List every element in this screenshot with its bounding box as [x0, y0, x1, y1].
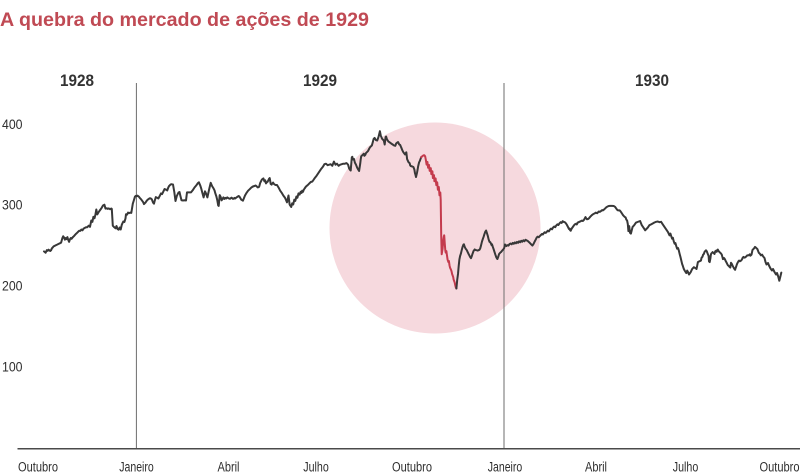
svg-text:400: 400	[2, 117, 23, 132]
svg-text:Outubro: Outubro	[392, 460, 432, 475]
svg-text:100: 100	[2, 359, 23, 374]
svg-text:300: 300	[2, 197, 23, 212]
svg-text:1928: 1928	[60, 71, 94, 90]
svg-text:Outubro: Outubro	[760, 460, 800, 475]
svg-text:Janeiro: Janeiro	[488, 460, 523, 475]
svg-text:Abril: Abril	[585, 460, 607, 475]
svg-text:Janeiro: Janeiro	[119, 460, 154, 475]
svg-text:A quebra do mercado de ações d: A quebra do mercado de ações de 1929	[0, 10, 369, 31]
svg-text:200: 200	[2, 278, 23, 293]
svg-text:Abril: Abril	[218, 460, 240, 475]
svg-text:1930: 1930	[635, 71, 669, 90]
svg-text:Julho: Julho	[303, 460, 329, 475]
svg-text:Julho: Julho	[673, 460, 699, 475]
svg-text:1929: 1929	[303, 71, 337, 90]
svg-text:Outubro: Outubro	[18, 460, 58, 475]
